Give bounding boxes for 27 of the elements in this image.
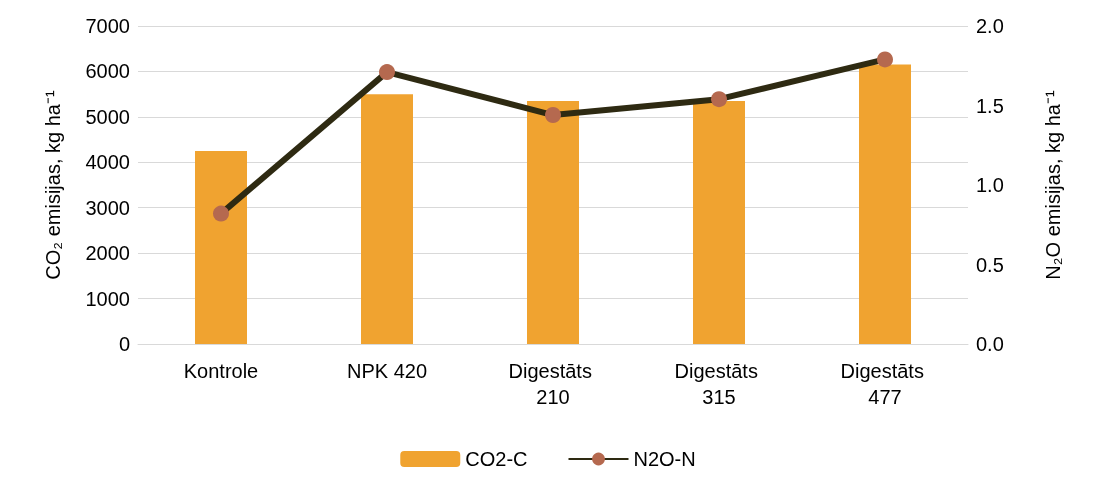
y-axis-title: CO₂ emisijas, kg ha⁻¹ xyxy=(42,90,64,280)
y-tick-label: 5000 xyxy=(85,105,130,128)
y2-tick-label: 2.0 xyxy=(976,15,1004,37)
legend-label: N2O-N xyxy=(633,448,696,470)
y2-tick-label: 0.0 xyxy=(976,333,1004,355)
y-tick-label: 6000 xyxy=(85,60,130,83)
y-tick-label: 2000 xyxy=(85,242,130,265)
bar xyxy=(527,100,579,344)
y-tick-label: 1000 xyxy=(85,287,130,310)
y-tick-label: 0 xyxy=(118,333,130,355)
y-tick-label: 4000 xyxy=(85,151,130,174)
bar xyxy=(361,94,413,344)
x-tick-label: Kontrole xyxy=(183,360,259,382)
bar xyxy=(859,64,911,344)
x-tick-label: Digestāts 477 xyxy=(840,360,930,408)
y2-tick-label: 1.0 xyxy=(976,174,1004,196)
legend-label: CO2-C xyxy=(465,448,528,470)
x-tick-label: NPK 420 xyxy=(346,360,428,382)
y-tick-label: 7000 xyxy=(85,15,130,37)
y2-axis-title: N₂O emisijas, kg ha⁻¹ xyxy=(1042,90,1064,280)
bar xyxy=(195,150,247,344)
bar xyxy=(693,100,745,344)
y2-tick-label: 1.5 xyxy=(976,94,1004,117)
y2-tick-label: 0.5 xyxy=(976,253,1004,276)
x-tick-label: Digestāts 210 xyxy=(508,360,598,408)
y-tick-label: 3000 xyxy=(85,196,130,219)
x-tick-label: Digestāts 315 xyxy=(674,360,764,408)
